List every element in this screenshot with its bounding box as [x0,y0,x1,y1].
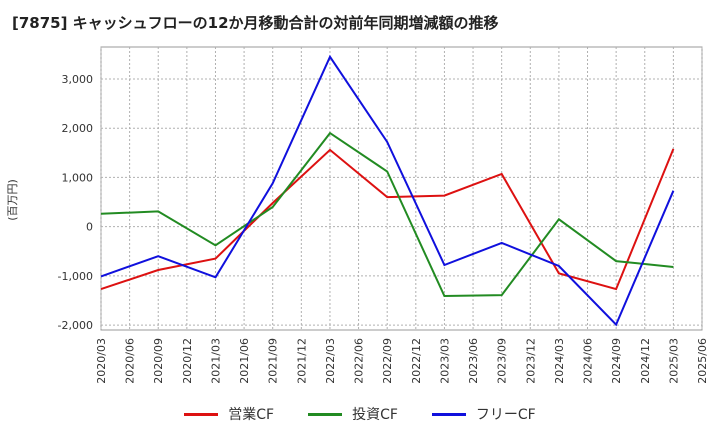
x-tick-label: 2021/06 [238,338,251,384]
x-tick-label: 2022/09 [381,338,394,384]
series-line-3 [100,54,675,327]
x-tick-label: 2023/09 [496,338,509,384]
y-tick-label: -2,000 [58,319,93,332]
x-tick-label: 2022/06 [353,338,366,384]
x-tick-label: 2020/03 [95,338,108,384]
legend-swatch [431,412,466,416]
chart-title: [7875] キャッシュフローの12か月移動合計の対前年同期増減額の推移 [12,14,499,32]
legend-label: 投資CF [352,407,398,423]
legend-label: フリーCF [475,407,536,423]
y-tick-label: 1,000 [62,171,94,184]
legend-label: 営業CF [228,407,275,423]
x-tick-label: 2022/12 [410,338,423,384]
x-tick-label: 2025/06 [696,338,709,384]
x-tick-label: 2024/09 [610,338,623,384]
y-tick-label: -1,000 [58,270,93,283]
y-tick-label: 2,000 [62,122,94,135]
y-tick-label: 3,000 [62,73,94,86]
x-tick-label: 2020/09 [152,338,165,384]
x-tick-label: 2024/12 [639,338,652,384]
legend-swatch [308,412,343,416]
x-tick-label: 2024/03 [553,338,566,384]
x-tick-label: 2021/12 [295,338,308,384]
x-tick-label: 2020/06 [124,338,137,384]
legend-item: 投資CF [308,404,398,424]
legend-item: 営業CF [184,404,274,424]
x-tick-label: 2025/03 [667,338,680,384]
x-tick-label: 2021/03 [209,338,222,384]
series-line-1 [100,148,675,291]
x-tick-label: 2021/09 [267,338,280,384]
x-tick-label: 2020/12 [181,338,194,384]
x-tick-label: 2023/12 [524,338,537,384]
y-tick-label: 0 [86,221,93,234]
legend-item: フリーCF [431,404,536,424]
legend-swatch [184,412,219,416]
x-tick-label: 2023/06 [467,338,480,384]
x-tick-label: 2024/06 [582,338,595,384]
series-line-2 [100,131,674,298]
chart-legend: 営業CF 投資CF フリーCF [0,404,720,424]
x-tick-label: 2023/03 [438,338,451,384]
x-tick-label: 2022/03 [324,338,337,384]
